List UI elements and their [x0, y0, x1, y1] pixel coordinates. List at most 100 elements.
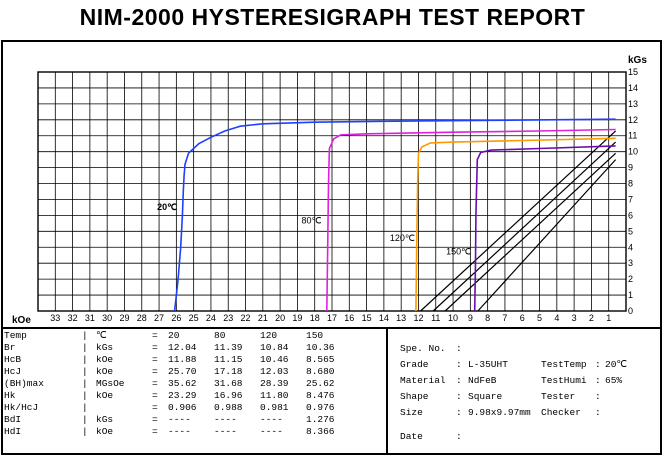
- x-tick-label: 4: [554, 313, 559, 323]
- property-value: 1.276: [306, 414, 335, 425]
- x-unit-label: kOe: [12, 315, 31, 326]
- property-value: 11.88: [168, 354, 197, 365]
- testhumi-label: TestHumi: [541, 375, 587, 386]
- property-sep: |: [82, 414, 88, 425]
- y-tick-label: 15: [628, 67, 638, 77]
- intrinsic-curve: [326, 128, 616, 312]
- property-row: Hk | kOe = 23.29 16.96 11.80 8.476: [4, 390, 352, 402]
- spe-no-colon: :: [456, 343, 462, 354]
- property-unit: [96, 402, 152, 414]
- property-value: ----: [168, 414, 191, 425]
- property-sep: |: [82, 390, 88, 401]
- report-title: NIM-2000 HYSTERESIGRAPH TEST REPORT: [79, 4, 586, 30]
- x-tick-label: 11: [431, 313, 440, 323]
- property-unit: kOe: [96, 366, 114, 377]
- curve-label: 120℃: [390, 233, 415, 243]
- property-value: 25.62: [306, 378, 335, 389]
- property-eq: =: [152, 378, 158, 389]
- testtemp-colon: :: [595, 359, 601, 370]
- y-tick-label: 7: [628, 194, 633, 204]
- x-tick-label: 27: [154, 313, 164, 323]
- testtemp-label: TestTemp: [541, 359, 587, 370]
- property-value: 10.84: [260, 342, 289, 353]
- property-value: 0.981: [260, 402, 289, 413]
- hysteresis-chart: 33 32 31 30 29 28 27 26 25 24 23 22 21 20 19 18 17 16 15 14…: [12, 55, 647, 326]
- property-value: 11.15: [214, 354, 243, 365]
- x-tick-label: 26: [171, 313, 181, 323]
- x-tick-label: 17: [327, 313, 337, 323]
- property-name: Br: [4, 342, 16, 353]
- x-tick-label: 21: [258, 313, 268, 323]
- x-tick-label: 15: [362, 313, 372, 323]
- y-unit-label: kGs: [628, 55, 647, 66]
- property-name: HcB: [4, 354, 22, 365]
- property-name: HcJ: [4, 366, 22, 377]
- y-tick-label: 8: [628, 179, 633, 189]
- x-tick-label: 32: [68, 313, 78, 323]
- property-value: 16.96: [214, 390, 243, 401]
- testtemp-value: 20℃: [605, 359, 628, 370]
- x-tick-label: 30: [102, 313, 112, 323]
- grade-value: L-35UHT: [468, 359, 508, 370]
- property-eq: =: [152, 390, 158, 401]
- property-eq: =: [152, 402, 158, 413]
- property-unit: kOe: [96, 354, 114, 365]
- x-tick-label: 8: [485, 313, 490, 323]
- x-tick-label: 22: [241, 313, 251, 323]
- material-value: NdFeB: [468, 375, 497, 386]
- property-value: 8.680: [306, 366, 335, 377]
- property-value: 10.36: [306, 342, 335, 353]
- y-tick-label: 1: [628, 290, 633, 300]
- x-tick-label: 29: [119, 313, 129, 323]
- property-value: 10.46: [260, 354, 289, 365]
- property-sep: |: [82, 330, 88, 341]
- x-tick-label: 13: [396, 313, 406, 323]
- property-eq: =: [152, 354, 158, 365]
- x-tick-label: 10: [448, 313, 458, 323]
- property-value: 11.39: [214, 342, 243, 353]
- tester-label: Tester: [541, 391, 576, 402]
- property-value: ----: [214, 414, 237, 425]
- property-unit: ℃: [96, 330, 107, 341]
- chart-grid: [37, 71, 627, 312]
- checker-colon: :: [595, 407, 601, 418]
- property-value: ----: [168, 426, 191, 437]
- x-tick-label: 23: [223, 313, 233, 323]
- panel-divider-vertical: [386, 327, 388, 453]
- x-tick-label: 1: [606, 313, 611, 323]
- tester-colon: :: [595, 391, 601, 402]
- property-value: 0.988: [214, 402, 243, 413]
- normal-curve: [477, 159, 617, 312]
- shape-colon: :: [456, 391, 462, 402]
- property-value: 0.976: [306, 402, 335, 413]
- property-eq: =: [152, 426, 158, 437]
- x-tick-label: 19: [292, 313, 302, 323]
- y-tick-label: 0: [628, 306, 633, 316]
- property-eq: =: [152, 342, 158, 353]
- property-unit: kOe: [96, 426, 114, 437]
- x-tick-label: 18: [310, 313, 320, 323]
- property-value: 150: [306, 330, 324, 341]
- specimen-panel: Spe. No. : Grade : L-35UHT TestTemp : 20…: [388, 330, 658, 454]
- normal-curve: [420, 130, 617, 312]
- size-label: Size: [400, 407, 423, 418]
- property-row: HcB | kOe = 11.88 11.15 10.46 8.565: [4, 354, 352, 366]
- shape-label: Shape: [400, 391, 429, 402]
- x-tick-label: 6: [520, 313, 525, 323]
- property-eq: =: [152, 366, 158, 377]
- property-sep: |: [82, 426, 88, 437]
- x-tick-label: 2: [589, 313, 594, 323]
- property-unit: kGs: [96, 414, 114, 425]
- curve-label: 20℃: [157, 202, 177, 212]
- property-unit: kGs: [96, 342, 114, 353]
- normal-curve: [444, 152, 617, 312]
- x-tick-label: 28: [137, 313, 147, 323]
- report-frame: [1, 40, 662, 455]
- x-tick-label: 20: [275, 313, 285, 323]
- intrinsic-curve: [473, 145, 616, 312]
- plot-area-border: [37, 71, 627, 312]
- property-row: BdI | kGs = ---- ---- ---- 1.276: [4, 414, 352, 426]
- property-value: 20: [168, 330, 180, 341]
- x-tick-label: 25: [189, 313, 199, 323]
